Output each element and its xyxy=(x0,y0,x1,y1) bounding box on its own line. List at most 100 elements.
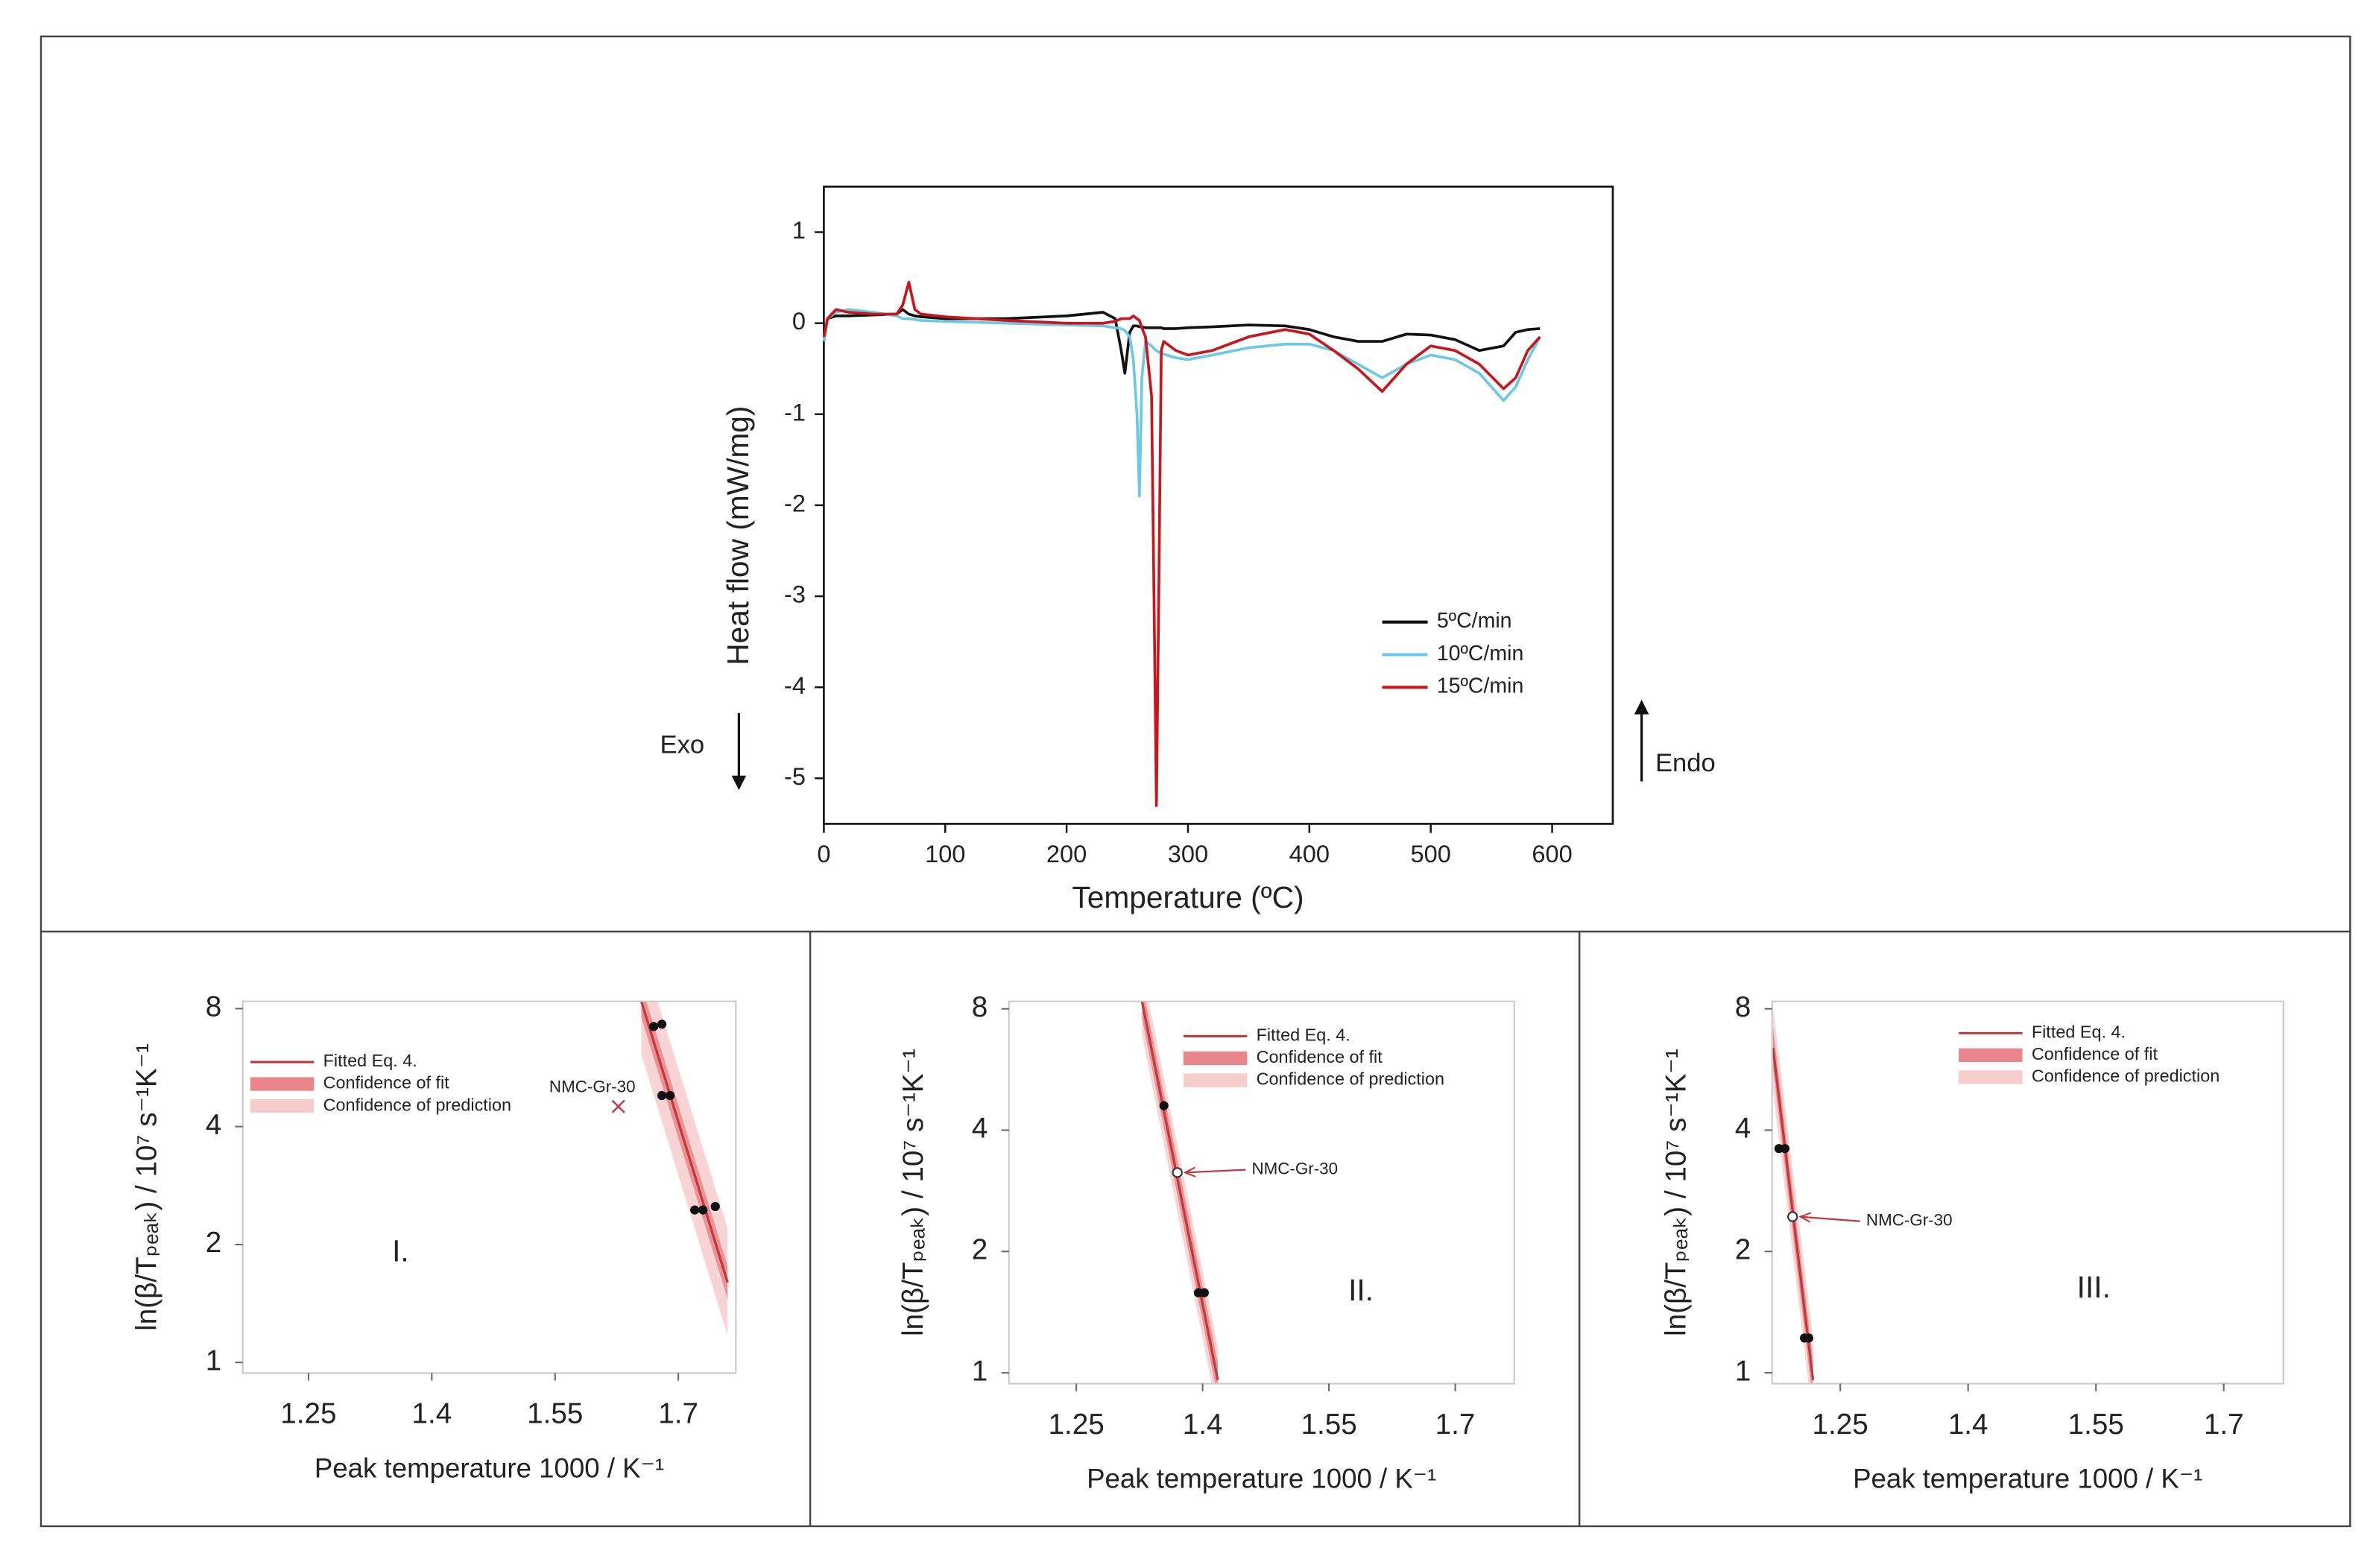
legend-swatch xyxy=(1183,1051,1248,1066)
outer-frame xyxy=(40,35,2351,1528)
plot-area xyxy=(1772,1006,1815,1384)
y-tick-label: -1 xyxy=(784,399,806,426)
plot-frame xyxy=(823,186,1614,825)
legend-label: Fitted Eq. 4. xyxy=(323,1051,417,1070)
y-tick-label: 0 xyxy=(792,308,806,335)
x-tick-label: 1.55 xyxy=(2068,1409,2124,1441)
legend-label: Fitted Eq. 4. xyxy=(2032,1022,2126,1042)
data-point xyxy=(698,1205,708,1215)
panel-label: III. xyxy=(2077,1270,2111,1304)
annotation: Exo xyxy=(660,731,705,759)
panel-label: I. xyxy=(392,1233,409,1268)
y-axis-label: ln(β/Tₚₑₐₖ) / 10⁷ s⁻¹K⁻¹ xyxy=(131,1043,163,1331)
legend-label: Confidence of fit xyxy=(2032,1044,2158,1063)
legend-swatch xyxy=(250,1098,315,1113)
y-tick-label: 2 xyxy=(972,1233,988,1265)
x-axis-label: Peak temperature 1000 / K⁻¹ xyxy=(1087,1464,1436,1494)
series-line xyxy=(822,280,1541,807)
annotation-arrow xyxy=(1185,1170,1246,1173)
y-tick-label: 2 xyxy=(206,1227,222,1259)
annotation-marker xyxy=(611,1099,625,1113)
x-tick-label: 500 xyxy=(1411,841,1451,867)
x-tick-label: 1.7 xyxy=(2204,1409,2244,1441)
plot-area xyxy=(1140,1001,1219,1384)
legend-swatch xyxy=(1959,1048,2023,1063)
x-tick-label: 1.7 xyxy=(1435,1409,1476,1441)
x-axis-label: Peak temperature 1000 / K⁻¹ xyxy=(315,1452,664,1483)
annotation: Endo xyxy=(1655,749,1716,777)
x-tick-label: 0 xyxy=(817,841,830,867)
data-point xyxy=(666,1090,675,1101)
data-point xyxy=(1159,1101,1169,1110)
annotation: NMC-Gr-30 xyxy=(1866,1211,1953,1230)
x-tick-label: 1.55 xyxy=(1301,1409,1356,1441)
y-tick-label: 4 xyxy=(972,1113,988,1145)
x-tick-label: 1.25 xyxy=(1049,1409,1105,1441)
x-tick-label: 1.4 xyxy=(1948,1409,1988,1441)
y-axis-label: Heat flow (mW/mg) xyxy=(721,406,755,666)
data-point xyxy=(648,1022,659,1031)
annotation: NMC-Gr-30 xyxy=(549,1078,636,1096)
x-axis-label: Temperature (ºC) xyxy=(1072,880,1304,914)
series-line xyxy=(822,308,1541,498)
legend-swatch xyxy=(250,1077,315,1091)
confidence-band xyxy=(641,1001,728,1300)
legend-label: Confidence of prediction xyxy=(2032,1066,2220,1086)
legend-swatch xyxy=(1183,1073,1248,1087)
panel-label: II. xyxy=(1348,1273,1374,1307)
x-tick-label: 1.55 xyxy=(527,1398,583,1430)
x-tick-label: 1.25 xyxy=(280,1398,336,1430)
plot-frame xyxy=(241,1000,737,1374)
y-tick-label: 8 xyxy=(206,991,222,1023)
x-tick-label: 600 xyxy=(1532,841,1572,867)
fit-line xyxy=(639,1001,729,1283)
y-tick-label: 1 xyxy=(972,1355,988,1387)
plot-area xyxy=(639,1001,729,1336)
legend-label: Confidence of prediction xyxy=(323,1095,511,1114)
data-point xyxy=(657,1090,667,1101)
y-tick-label: 4 xyxy=(206,1109,222,1141)
y-tick-label: -2 xyxy=(784,490,806,517)
plot-frame xyxy=(1008,1000,1515,1385)
x-tick-label: 200 xyxy=(1046,841,1087,867)
y-tick-label: 1 xyxy=(1735,1355,1751,1387)
legend-label: Confidence of prediction xyxy=(1257,1069,1444,1089)
y-tick-label: 2 xyxy=(1735,1233,1751,1265)
y-tick-label: 8 xyxy=(1735,991,1751,1023)
y-tick-label: -5 xyxy=(784,763,806,790)
y-tick-label: 1 xyxy=(206,1344,222,1376)
plot-frame xyxy=(1771,1000,2284,1385)
data-point xyxy=(1780,1144,1789,1154)
annotation-marker xyxy=(1172,1167,1183,1178)
y-axis-label: ln(β/Tₚₑₐₖ) / 10⁷ s⁻¹K⁻¹ xyxy=(897,1049,929,1336)
y-tick-label: -4 xyxy=(784,672,806,699)
annotation-marker xyxy=(1787,1211,1798,1222)
data-point xyxy=(1199,1288,1209,1297)
x-axis-label: Peak temperature 1000 / K⁻¹ xyxy=(1853,1464,2202,1494)
annotation: NMC-Gr-30 xyxy=(1251,1160,1338,1178)
x-tick-label: 300 xyxy=(1168,841,1208,867)
legend-swatch xyxy=(1959,1070,2023,1084)
y-tick-label: 8 xyxy=(972,991,988,1023)
y-tick-label: 4 xyxy=(1735,1113,1751,1145)
x-tick-label: 1.4 xyxy=(1183,1409,1223,1441)
y-axis-label: ln(β/Tₚₑₐₖ) / 10⁷ s⁻¹K⁻¹ xyxy=(1661,1049,1693,1336)
fit-line xyxy=(1140,1001,1219,1380)
legend-label: 10ºC/min xyxy=(1437,642,1524,666)
x-tick-label: 1.4 xyxy=(411,1398,452,1430)
y-tick-label: 1 xyxy=(792,217,806,244)
y-tick-label: -3 xyxy=(784,581,806,608)
legend-label: 5ºC/min xyxy=(1437,609,1512,633)
x-tick-label: 1.7 xyxy=(658,1398,698,1430)
x-tick-label: 100 xyxy=(925,841,965,867)
x-tick-label: 400 xyxy=(1289,841,1330,867)
x-tick-label: 1.25 xyxy=(1813,1409,1868,1441)
annotation-arrow xyxy=(1800,1217,1860,1221)
legend-label: Confidence of fit xyxy=(1257,1047,1383,1066)
series-line xyxy=(822,308,1541,375)
data-point xyxy=(710,1201,720,1212)
legend-label: Confidence of fit xyxy=(323,1073,450,1093)
data-point xyxy=(1804,1333,1813,1343)
